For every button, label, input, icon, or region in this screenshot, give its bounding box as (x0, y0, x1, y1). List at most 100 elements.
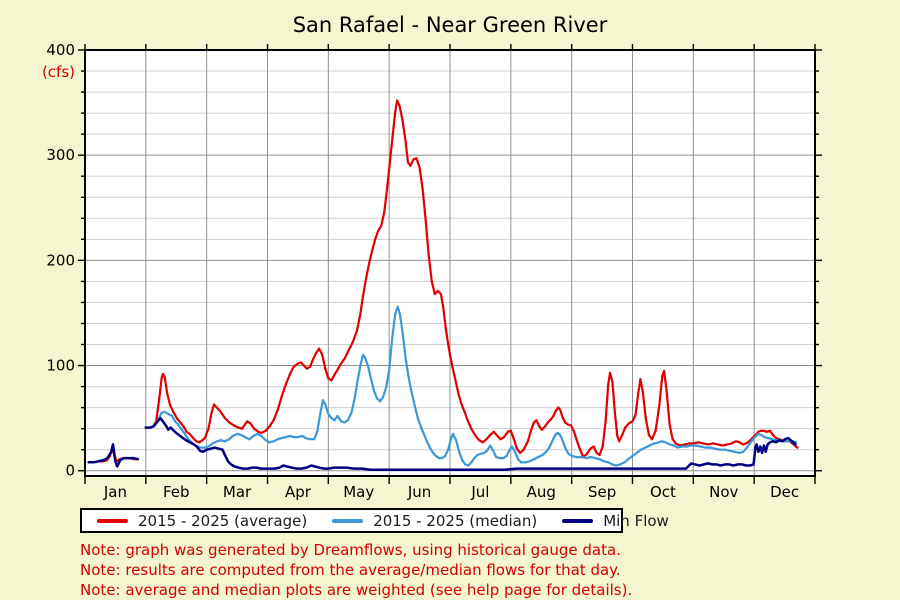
series-point (428, 446, 431, 449)
series-point (515, 447, 519, 450)
y-tick-label: 400 (46, 41, 75, 59)
series-point (470, 461, 473, 464)
series-point (592, 445, 595, 448)
series-point (552, 414, 555, 418)
series-point (532, 421, 536, 424)
series-point (212, 403, 216, 406)
series-point (396, 99, 399, 102)
series-point (318, 347, 321, 350)
series-point (566, 423, 570, 426)
series-point (236, 432, 239, 435)
series-point (763, 436, 766, 439)
series-point (570, 424, 573, 427)
series-point (366, 364, 369, 367)
series-point (268, 425, 271, 428)
x-tick-label-jan: Jan (103, 483, 127, 501)
series-point (215, 406, 219, 409)
series-point (203, 437, 206, 440)
series-point (505, 454, 508, 458)
series-point (340, 420, 343, 423)
series-point (210, 411, 213, 414)
series-point (601, 445, 604, 448)
series-point (324, 367, 327, 370)
series-point (434, 454, 438, 458)
series-point (413, 404, 416, 407)
series-point (396, 305, 399, 308)
series-point (728, 449, 731, 452)
series-point (375, 397, 379, 400)
series-point (495, 456, 498, 459)
legend-item-minflow: Min Flow (562, 512, 669, 530)
series-point (299, 361, 303, 364)
series-point (541, 453, 544, 457)
series-point (365, 277, 368, 280)
series-point (611, 380, 614, 383)
series-point (616, 434, 619, 438)
series-point (532, 458, 536, 461)
series-point (556, 431, 559, 434)
series-point (404, 357, 407, 360)
series-point (177, 423, 180, 426)
series-point (406, 161, 410, 164)
series-point (486, 449, 489, 452)
series-point (623, 461, 626, 464)
series-point (167, 412, 170, 415)
series-point (634, 413, 637, 417)
series-point (604, 419, 607, 422)
series-point (509, 429, 512, 432)
series-point (576, 440, 579, 443)
x-tick-label-may: May (343, 483, 374, 501)
series-point (726, 443, 729, 446)
series-point (315, 351, 318, 354)
series-point (548, 446, 551, 449)
legend-box: 2015 - 2025 (average) 2015 - 2025 (media… (80, 508, 669, 533)
series-point (530, 427, 533, 430)
series-point (170, 414, 174, 418)
series-point (401, 331, 404, 334)
series-point (276, 408, 279, 411)
series-point (664, 441, 667, 444)
series-point (619, 463, 622, 466)
series-point (503, 436, 506, 439)
series-point (611, 463, 614, 466)
series-point (448, 353, 452, 357)
series-point (207, 445, 210, 448)
series-point (738, 441, 741, 444)
series-point (639, 448, 643, 451)
series-point (343, 357, 346, 360)
series-point (358, 315, 362, 318)
series-point (163, 410, 166, 413)
series-point (580, 456, 583, 459)
series-point (545, 450, 548, 453)
series-point (464, 463, 467, 466)
series-point (161, 372, 164, 376)
series-point (787, 440, 790, 443)
series-point (351, 341, 354, 344)
series-point (166, 391, 169, 394)
series-point (589, 447, 592, 450)
y-tick-label: 300 (46, 146, 75, 164)
series-point (415, 157, 418, 160)
series-point (421, 187, 424, 190)
series-point (183, 432, 186, 435)
x-tick-label-dec: Dec (770, 483, 799, 501)
series-point (427, 254, 430, 257)
series-point (543, 425, 547, 428)
series-point (748, 442, 752, 445)
series-point (665, 389, 668, 392)
series-point (648, 444, 651, 447)
series-point (683, 443, 686, 446)
series-point (771, 433, 775, 437)
series-point (347, 349, 350, 352)
series-point (641, 390, 644, 393)
series-point (559, 433, 562, 437)
series-point (237, 426, 240, 429)
series-point (419, 425, 422, 428)
series-point (512, 438, 516, 441)
series-point (451, 365, 454, 368)
series-point (639, 378, 642, 381)
series-point (765, 430, 769, 433)
series-point (775, 437, 778, 440)
x-tick-label-nov: Nov (709, 483, 738, 501)
legend-item-average: 2015 - 2025 (average) (97, 512, 307, 530)
